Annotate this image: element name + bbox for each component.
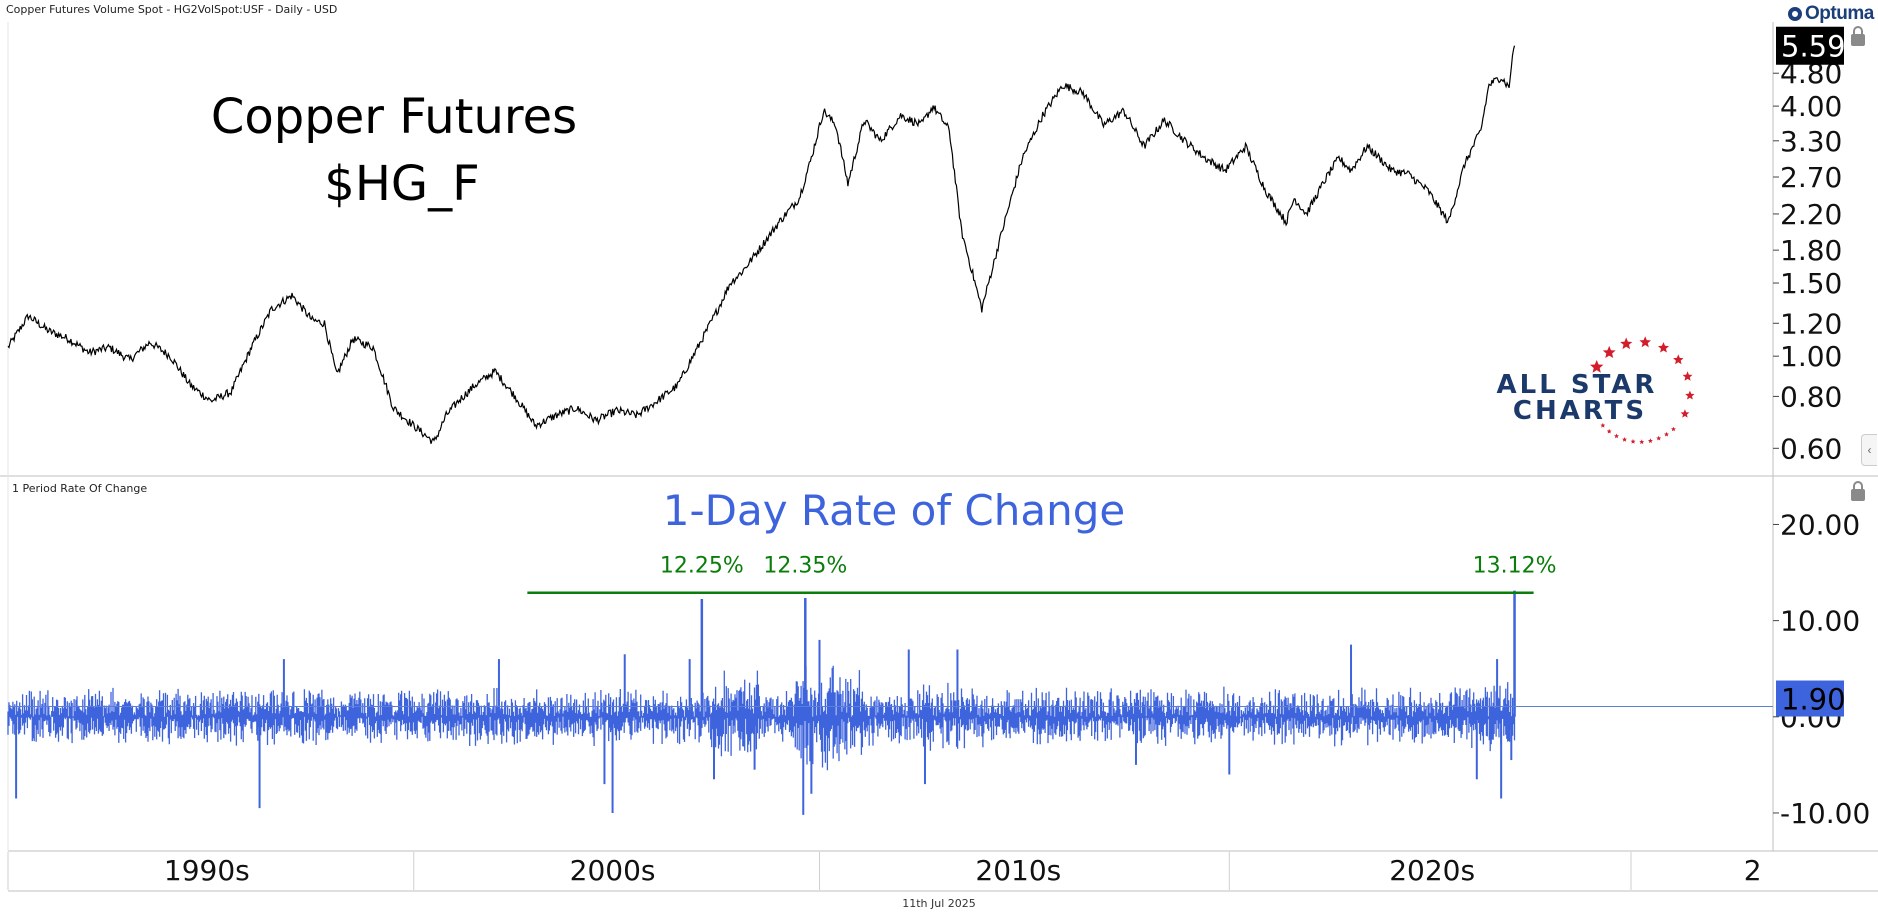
price-chart-subtitle: $HG_F [324,156,479,212]
allstar-star [1673,354,1684,365]
xaxis-label: 2 [1744,854,1762,887]
allstar-line2: CHARTS [1513,396,1647,426]
roc-chart-title: 1-Day Rate of Change [663,486,1125,535]
allstar-small-star [1664,431,1669,437]
price-tick-label: 2.70 [1780,161,1842,194]
instrument-header: Copper Futures Volume Spot - HG2VolSpot:… [6,3,338,16]
xaxis-label: 2010s [975,854,1061,887]
roc-last-value-box [1776,680,1844,717]
xaxis-label: 1990s [164,854,250,887]
price-panel: 0.60 0.80 1.001.20 1.501.802.20 2.703.304.00… [7,26,1846,465]
allstar-star [1682,371,1693,381]
allstar-small-star [1606,428,1612,434]
price-last-value-box [1776,26,1844,65]
price-chart-title: Copper Futures [211,89,577,145]
roc-peak-label: 12.35% [763,554,847,579]
roc-tick-label: 10.00 [1780,605,1860,638]
roc-panel: 12.25% 12.35% 13.12%-10.000.0010.0020.001.… [7,508,1870,830]
allstar-star [1602,345,1616,358]
allstar-star [1590,360,1604,373]
allstar-line1: ALL STAR [1497,370,1658,400]
collapse-panel-tab[interactable]: ‹ [1861,434,1877,466]
roc-tick-label: -10.00 [1780,797,1870,830]
optuma-logo-text: Optuma [1805,3,1874,24]
price-tick-label: 1.00 [1780,340,1842,373]
price-tick-label: 1.50 [1780,267,1842,300]
allstar-small-star [1647,438,1653,443]
allstar-small-star [1671,426,1676,432]
allstar-star [1658,342,1669,353]
xaxis-label: 2020s [1389,854,1475,887]
price-tick-label: 0.60 [1780,432,1842,465]
price-tick-label: 1.20 [1780,307,1842,340]
allstar-star [1639,336,1651,348]
price-tick-label: 2.20 [1780,198,1842,231]
roc-panel-lock-icon[interactable] [1851,481,1865,501]
allstar-small-star [1614,433,1619,439]
allstar-small-star [1630,438,1636,444]
allstar-stars [1590,336,1695,445]
price-tick-label: 3.30 [1780,125,1842,158]
date-label: 11th Jul 2025 [902,897,976,910]
roc-tick-label: 20.00 [1780,508,1860,541]
price-panel-lock-icon[interactable] [1851,26,1865,46]
x-axis: 1990s 2000s 2010s 2020s 2 [7,852,1762,890]
price-tick-label: 0.80 [1780,380,1842,413]
allstar-small-star [1639,439,1645,445]
price-series-line [7,45,1516,444]
allstar-star [1680,409,1690,418]
roc-peak-label: 12.25% [660,554,744,579]
roc-bars-noise [7,665,1516,771]
allstar-small-star [1600,422,1606,428]
roc-peak-label: 13.12% [1473,554,1557,579]
allstar-star [1620,337,1633,350]
allstar-small-star [1622,437,1627,442]
roc-last-value-label: 1.90 [1781,683,1846,717]
price-tick-label: 1.80 [1780,234,1842,267]
price-tick-label: 4.00 [1780,90,1842,123]
xaxis-label: 2000s [570,854,656,887]
optuma-logo: Optuma [1788,2,1874,26]
price-last-value-label: 5.59 [1781,30,1846,64]
roc-panel-label: 1 Period Rate Of Change [12,482,148,495]
allstar-star [1685,390,1695,400]
optuma-logo-icon [1788,7,1802,21]
allstar-charts-logo: ALL STAR CHARTS [1497,336,1695,445]
allstar-small-star [1656,435,1662,441]
